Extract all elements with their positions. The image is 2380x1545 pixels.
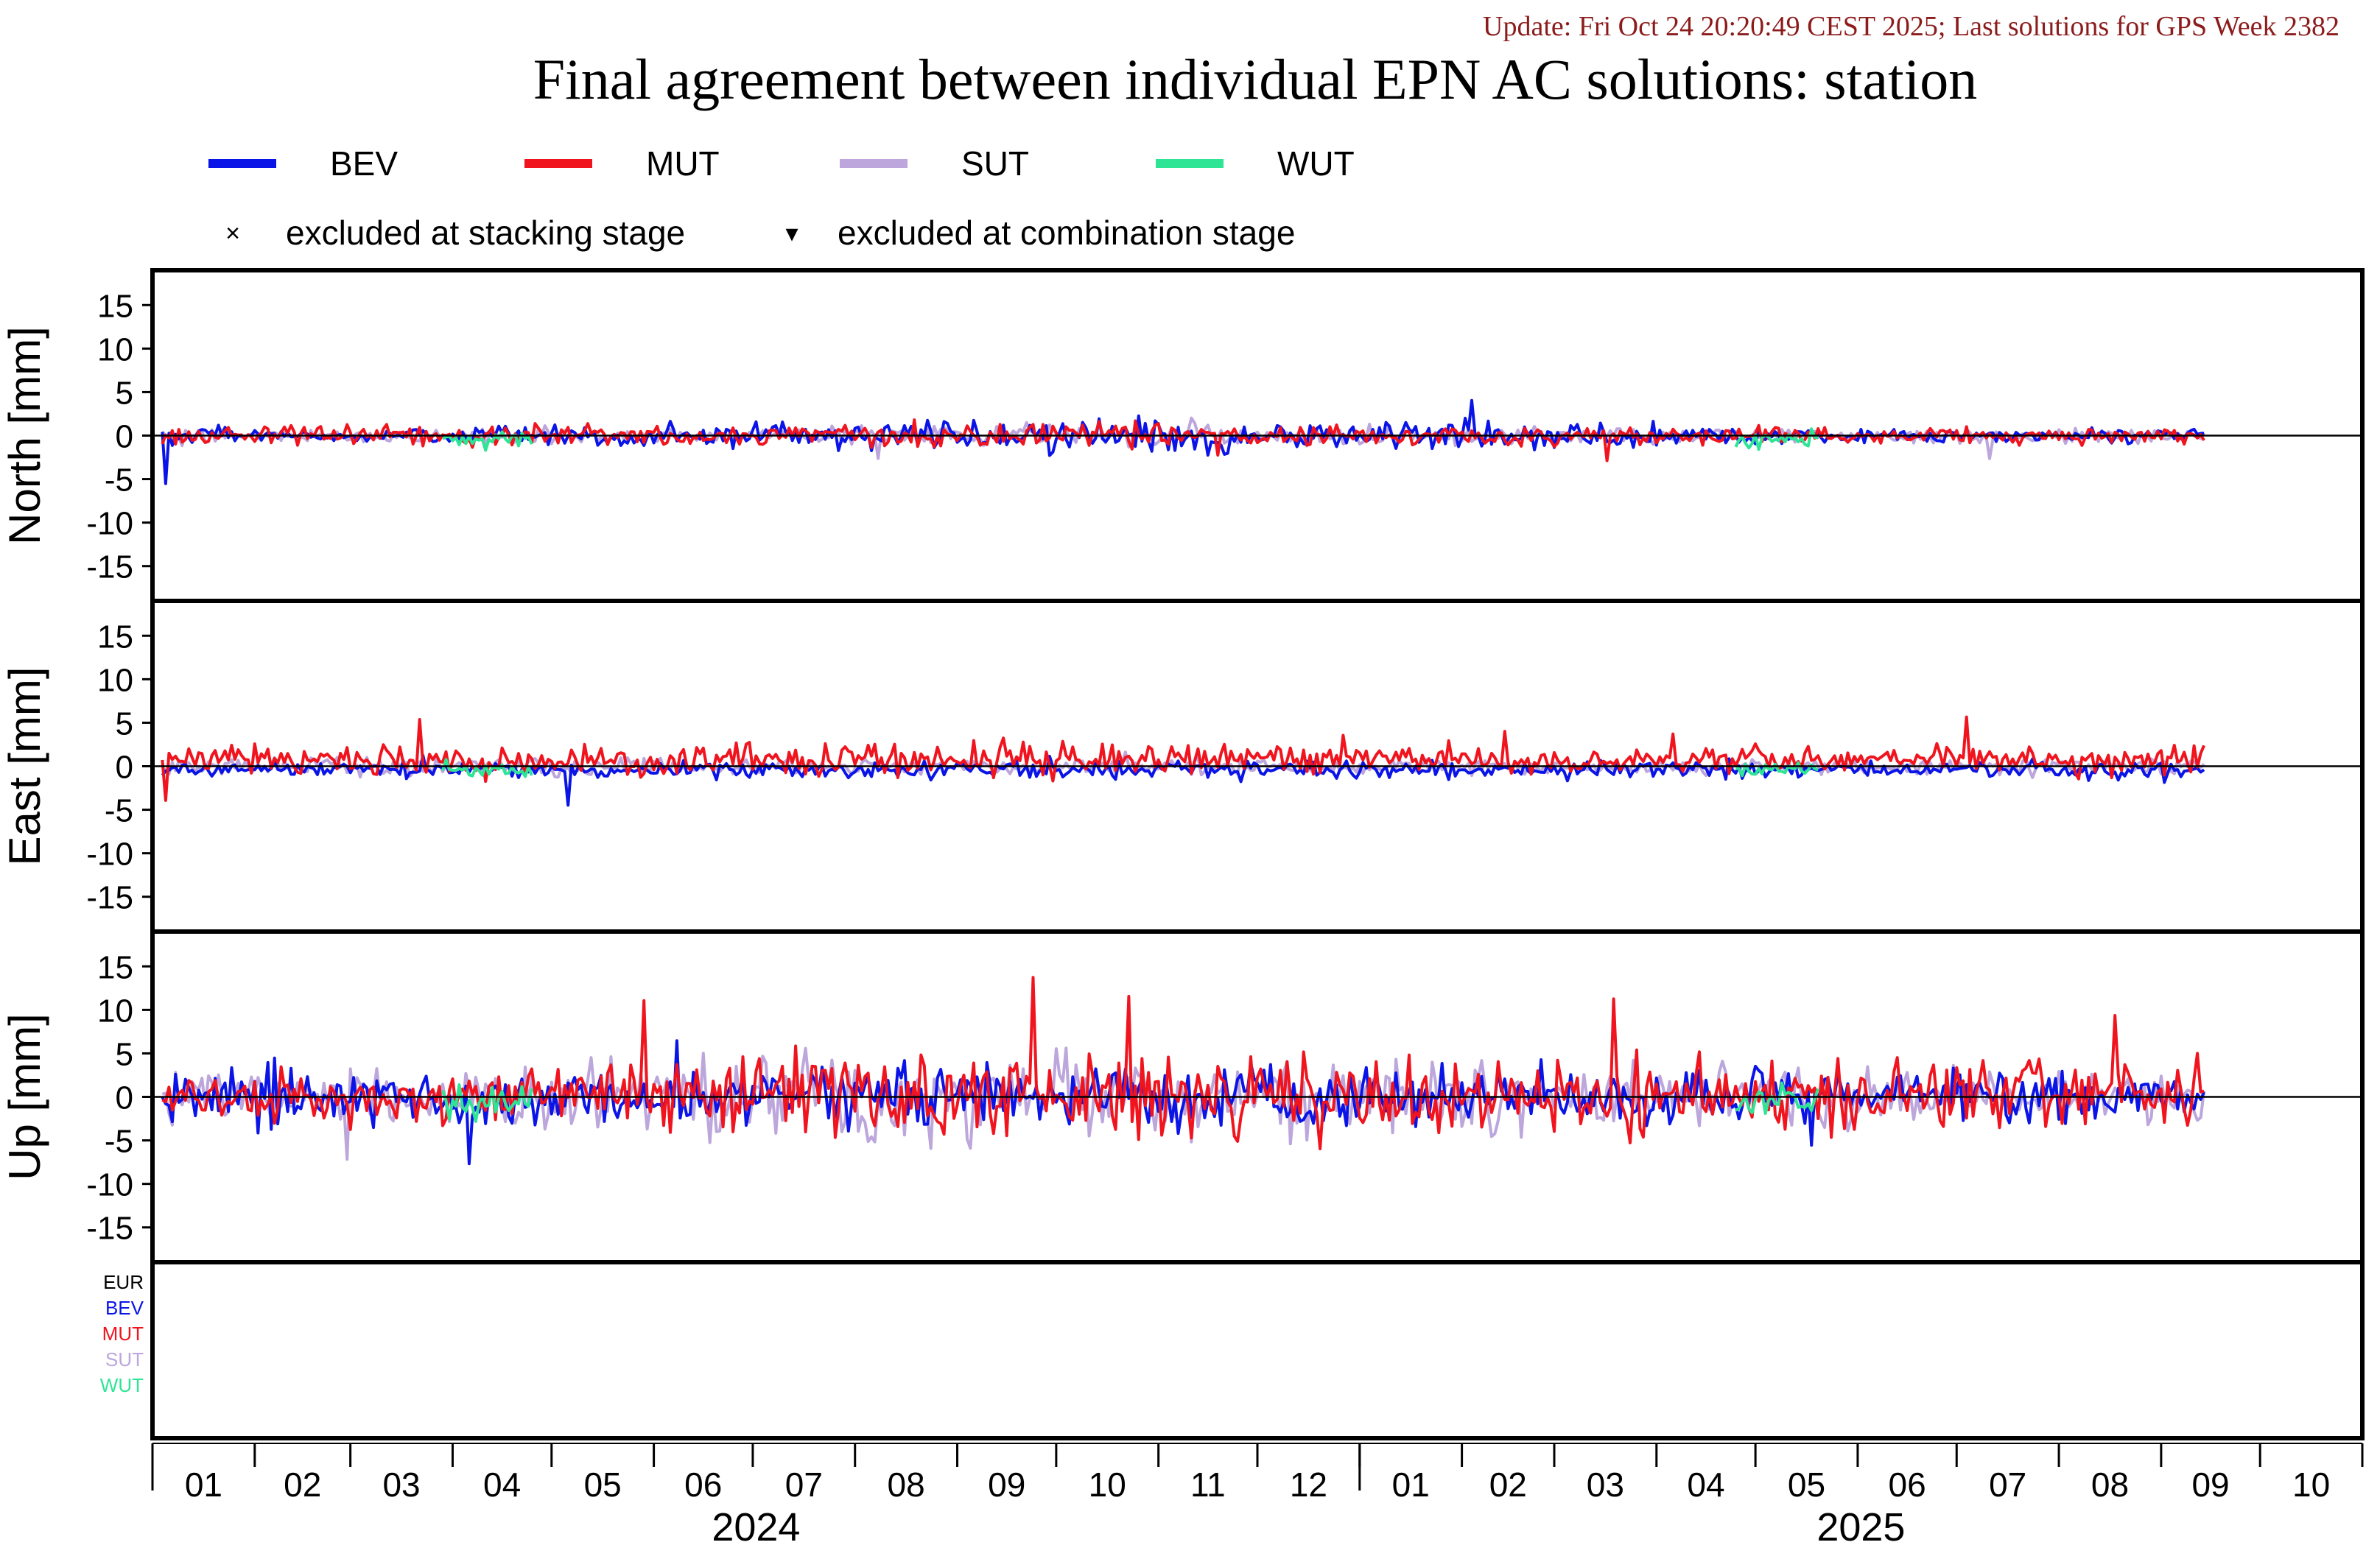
ac-label-wut: WUT [100,1374,144,1396]
legend-item-bev: BEV [208,144,398,183]
ac-label-eur: EUR [103,1271,144,1293]
legend-item-mut: MUT [524,144,720,183]
y-tick-label: -15 [86,1211,133,1247]
legend-marker-0: × excluded at stacking stage [225,214,685,252]
x-tick-label: 01 [1392,1465,1430,1504]
y-tick-label: 15 [97,949,133,985]
x-tick-label: 01 [185,1465,222,1504]
legend-marker-1: ▾ excluded at combination stage [785,214,1295,252]
x-tick-label: 05 [584,1465,622,1504]
series-wut-line [1734,427,1819,451]
series-wut-line [442,430,533,452]
legend-item-sut: SUT [840,144,1029,183]
x-tick-label: 04 [1687,1465,1724,1504]
x-tick-label: 08 [888,1465,925,1504]
x-tick-label: 07 [1989,1465,2026,1504]
ac-label-sut: SUT [105,1348,144,1370]
y-axis-label: East [mm] [0,666,49,865]
ac-label-mut: MUT [102,1323,144,1345]
y-tick-label: 15 [97,288,133,324]
x-tick-label: 12 [1290,1465,1327,1504]
y-tick-label: 0 [116,419,133,455]
x-tick-label: 02 [1489,1465,1527,1504]
legend-label-wut: WUT [1277,144,1355,183]
x-tick-label: 03 [1587,1465,1624,1504]
legend-item-wut: WUT [1156,144,1355,183]
y-tick-label: -5 [105,793,133,829]
series-wut-line [441,758,533,778]
y-tick-label: 15 [97,619,133,655]
x-tick-label: 06 [1889,1465,1926,1504]
y-tick-label: 5 [116,375,133,411]
legend-label-mut: MUT [646,144,720,183]
update-text: Update: Fri Oct 24 20:20:49 CEST 2025; L… [1483,11,2339,42]
legend-label-sut: SUT [961,144,1029,183]
ac-panel-frame [150,1260,2365,1440]
series-mut-line [161,976,2205,1150]
y-tick-label: -15 [86,549,133,585]
y-tick-label: 10 [97,993,133,1029]
y-tick-label: -15 [86,880,133,916]
x-tick-label: 10 [2292,1465,2330,1504]
x-tick-label: 06 [684,1465,722,1504]
y-tick-label: -10 [86,506,133,542]
year-label: 2024 [712,1505,800,1545]
series-mut-line [161,715,2205,802]
y-tick-label: 10 [97,331,133,367]
legend-marker-label-1: excluded at combination stage [838,214,1295,252]
panel-north: 15 10 5 0 -5 -10 -15 North [mm] [0,268,2365,603]
x-tick-label: 09 [988,1465,1025,1504]
legend-label-bev: BEV [330,144,398,183]
y-tick-label: 10 [97,662,133,698]
panels: 15 10 5 0 -5 -10 -15 North [mm] 15 10 5 0 -5 -10 -15 Ea… [0,268,2365,1264]
y-tick-label: -10 [86,837,133,873]
y-axis-label: North [mm] [0,326,49,545]
series-wut-line [441,1083,533,1123]
series-wut-line [1735,1081,1820,1115]
x-tick-label: 07 [785,1465,823,1504]
series-group [161,715,2205,807]
x-tick-label: 08 [2091,1465,2129,1504]
y-tick-label: 0 [116,750,133,786]
x-tick-label: 02 [284,1465,321,1504]
legend-marker-symbol-0: × [225,219,240,247]
chart-title: Final agreement between individual EPN A… [533,47,1978,111]
x-tick-label: 04 [483,1465,521,1504]
series-wut-line [1735,761,1819,778]
legend: BEV MUT SUT WUT × excluded at stacking stage ▾… [208,144,1355,252]
panel-up: 15 10 5 0 -5 -10 -15 Up [mm] [0,929,2365,1264]
x-tick-label: 11 [1190,1465,1226,1504]
legend-marker-label-0: excluded at stacking stage [286,214,685,252]
y-tick-label: -5 [105,1124,133,1160]
x-tick-label: 05 [1788,1465,1825,1504]
y-axis-label: Up [mm] [0,1013,49,1180]
y-tick-label: 0 [116,1080,133,1116]
y-tick-label: 5 [116,1036,133,1072]
ac-label-bev: BEV [105,1297,144,1319]
x-tick-label: 09 [2191,1465,2229,1504]
y-tick-label: 5 [116,705,133,742]
y-tick-label: -5 [105,462,133,499]
panel-east: 15 10 5 0 -5 -10 -15 East [mm] [0,599,2365,934]
ac-panel: EUR BEV MUT SUT WUT [100,1260,2365,1440]
legend-marker-symbol-1: ▾ [785,219,798,247]
y-tick-label: -10 [86,1167,133,1203]
x-tick-label: 10 [1089,1465,1126,1504]
x-axis: 01 02 03 04 05 06 07 08 09 10 11 12 01 02 03 04 05 06 07 08… [151,1443,2364,1545]
x-tick-label: 03 [382,1465,420,1504]
year-label: 2025 [1816,1505,1905,1545]
